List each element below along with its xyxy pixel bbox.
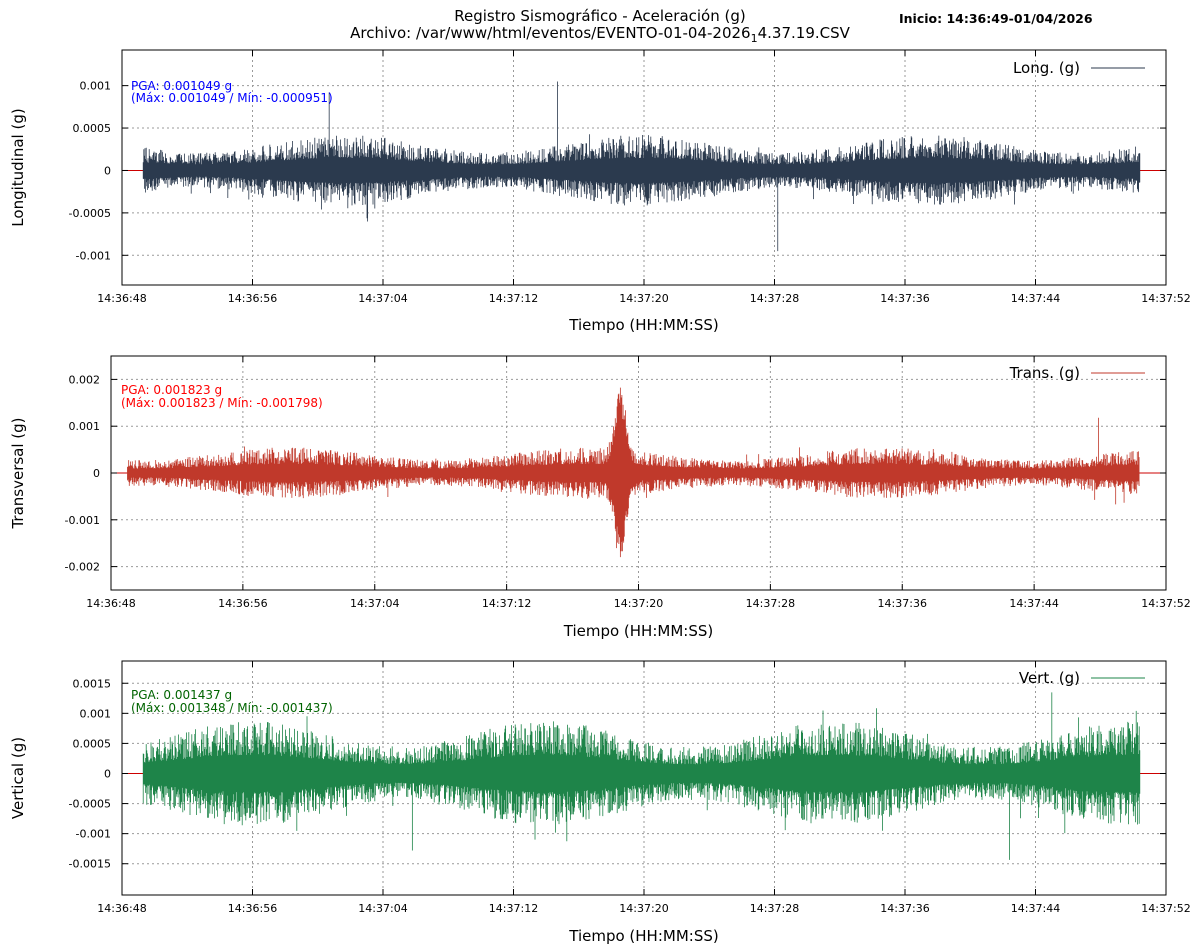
x-tick-label: 14:37:20 [619, 902, 668, 915]
y-tick-label: -0.001 [76, 828, 111, 841]
legend-label: Vert. (g) [1019, 669, 1080, 687]
start-time-label: Inicio: 14:36:49-01/04/2026 [899, 11, 1093, 26]
x-tick-label: 14:37:28 [750, 292, 799, 305]
x-tick-label: 14:37:36 [880, 292, 929, 305]
legend-label: Trans. (g) [1009, 364, 1080, 382]
x-tick-label: 14:37:04 [350, 597, 399, 610]
x-tick-label: 14:37:44 [1011, 292, 1060, 305]
x-tick-label: 14:37:44 [1009, 597, 1058, 610]
y-tick-label: 0 [104, 767, 111, 780]
y-tick-label: 0.001 [69, 420, 101, 433]
y-tick-label: -0.0005 [69, 798, 111, 811]
x-tick-label: 14:37:52 [1141, 597, 1190, 610]
x-tick-label: 14:37:44 [1011, 902, 1060, 915]
y-tick-label: 0.0005 [73, 122, 112, 135]
x-tick-label: 14:37:52 [1141, 292, 1190, 305]
pga-label: PGA: 0.001823 g [121, 383, 222, 397]
file-subtitle-suffix: 4.37.19.CSV [757, 24, 850, 42]
x-tick-label: 14:36:48 [86, 597, 135, 610]
y-axis-label: Transversal (g) [9, 417, 27, 529]
y-tick-label: -0.001 [65, 514, 100, 527]
x-tick-label: 14:37:28 [750, 902, 799, 915]
pga-label: PGA: 0.001049 g [131, 79, 232, 93]
x-tick-label: 14:36:48 [97, 292, 146, 305]
y-tick-label: 0.0005 [73, 737, 112, 750]
x-axis-label: Tiempo (HH:MM:SS) [563, 622, 713, 640]
file-subtitle-sub: 1 [750, 32, 758, 45]
plot-vert: 14:36:48 14:36:56 14:37:04 14:37:12 14:37:20… [9, 660, 1191, 945]
y-axis-label: Vertical (g) [9, 737, 27, 819]
x-tick-label: 14:37:04 [358, 902, 407, 915]
x-axis-label: Tiempo (HH:MM:SS) [568, 316, 718, 334]
x-tick-label: 14:37:12 [482, 597, 531, 610]
x-tick-label: 14:36:56 [218, 597, 267, 610]
x-tick-label: 14:37:20 [614, 597, 663, 610]
maxmin-label: (Máx: 0.001348 / Mín: -0.001437) [131, 701, 333, 715]
x-tick-label: 14:36:56 [228, 902, 277, 915]
x-tick-label: 14:37:36 [880, 902, 929, 915]
y-tick-label: 0.001 [80, 707, 112, 720]
x-axis-label: Tiempo (HH:MM:SS) [568, 927, 718, 945]
plot-long: 14:36:48 14:36:56 14:37:04 14:37:12 14:37:20… [9, 49, 1191, 334]
pga-label: PGA: 0.001437 g [131, 688, 232, 702]
x-tick-label: 14:36:56 [228, 292, 277, 305]
y-tick-label: -0.002 [65, 561, 100, 574]
legend-label: Long. (g) [1013, 59, 1080, 77]
file-subtitle: Archivo: /var/www/html/eventos/EVENTO-01… [0, 24, 1200, 48]
maxmin-label: (Máx: 0.001823 / Mín: -0.001798) [121, 396, 323, 410]
chart-title: Registro Sismográfico - Aceleración (g) [454, 7, 746, 25]
waveform-vert [142, 692, 1141, 860]
y-tick-label: 0 [104, 164, 111, 177]
y-axis-label: Longitudinal (g) [9, 108, 27, 226]
x-tick-label: 14:37:04 [358, 292, 407, 305]
waveform-long [142, 81, 1141, 252]
y-tick-label: 0.001 [80, 80, 112, 93]
x-tick-label: 14:37:12 [489, 292, 538, 305]
x-tick-label: 14:37:20 [619, 292, 668, 305]
x-tick-label: 14:37:12 [489, 902, 538, 915]
y-tick-label: 0 [93, 467, 100, 480]
plot-trans: 14:36:48 14:36:56 14:37:04 14:37:12 14:37:20… [9, 355, 1191, 640]
file-subtitle-prefix: Archivo: /var/www/html/eventos/EVENTO-01… [350, 24, 751, 42]
y-tick-label: 0.0015 [73, 677, 112, 690]
waveform-trans [127, 387, 1140, 558]
x-tick-label: 14:36:48 [97, 902, 146, 915]
y-tick-label: -0.0015 [69, 858, 111, 871]
y-tick-label: -0.0005 [69, 207, 111, 220]
maxmin-label: (Máx: 0.001049 / Mín: -0.000951) [131, 91, 333, 105]
y-tick-label: 0.002 [69, 373, 101, 386]
x-tick-label: 14:37:36 [878, 597, 927, 610]
y-tick-label: -0.001 [76, 249, 111, 262]
x-tick-label: 14:37:52 [1141, 902, 1190, 915]
x-tick-label: 14:37:28 [746, 597, 795, 610]
